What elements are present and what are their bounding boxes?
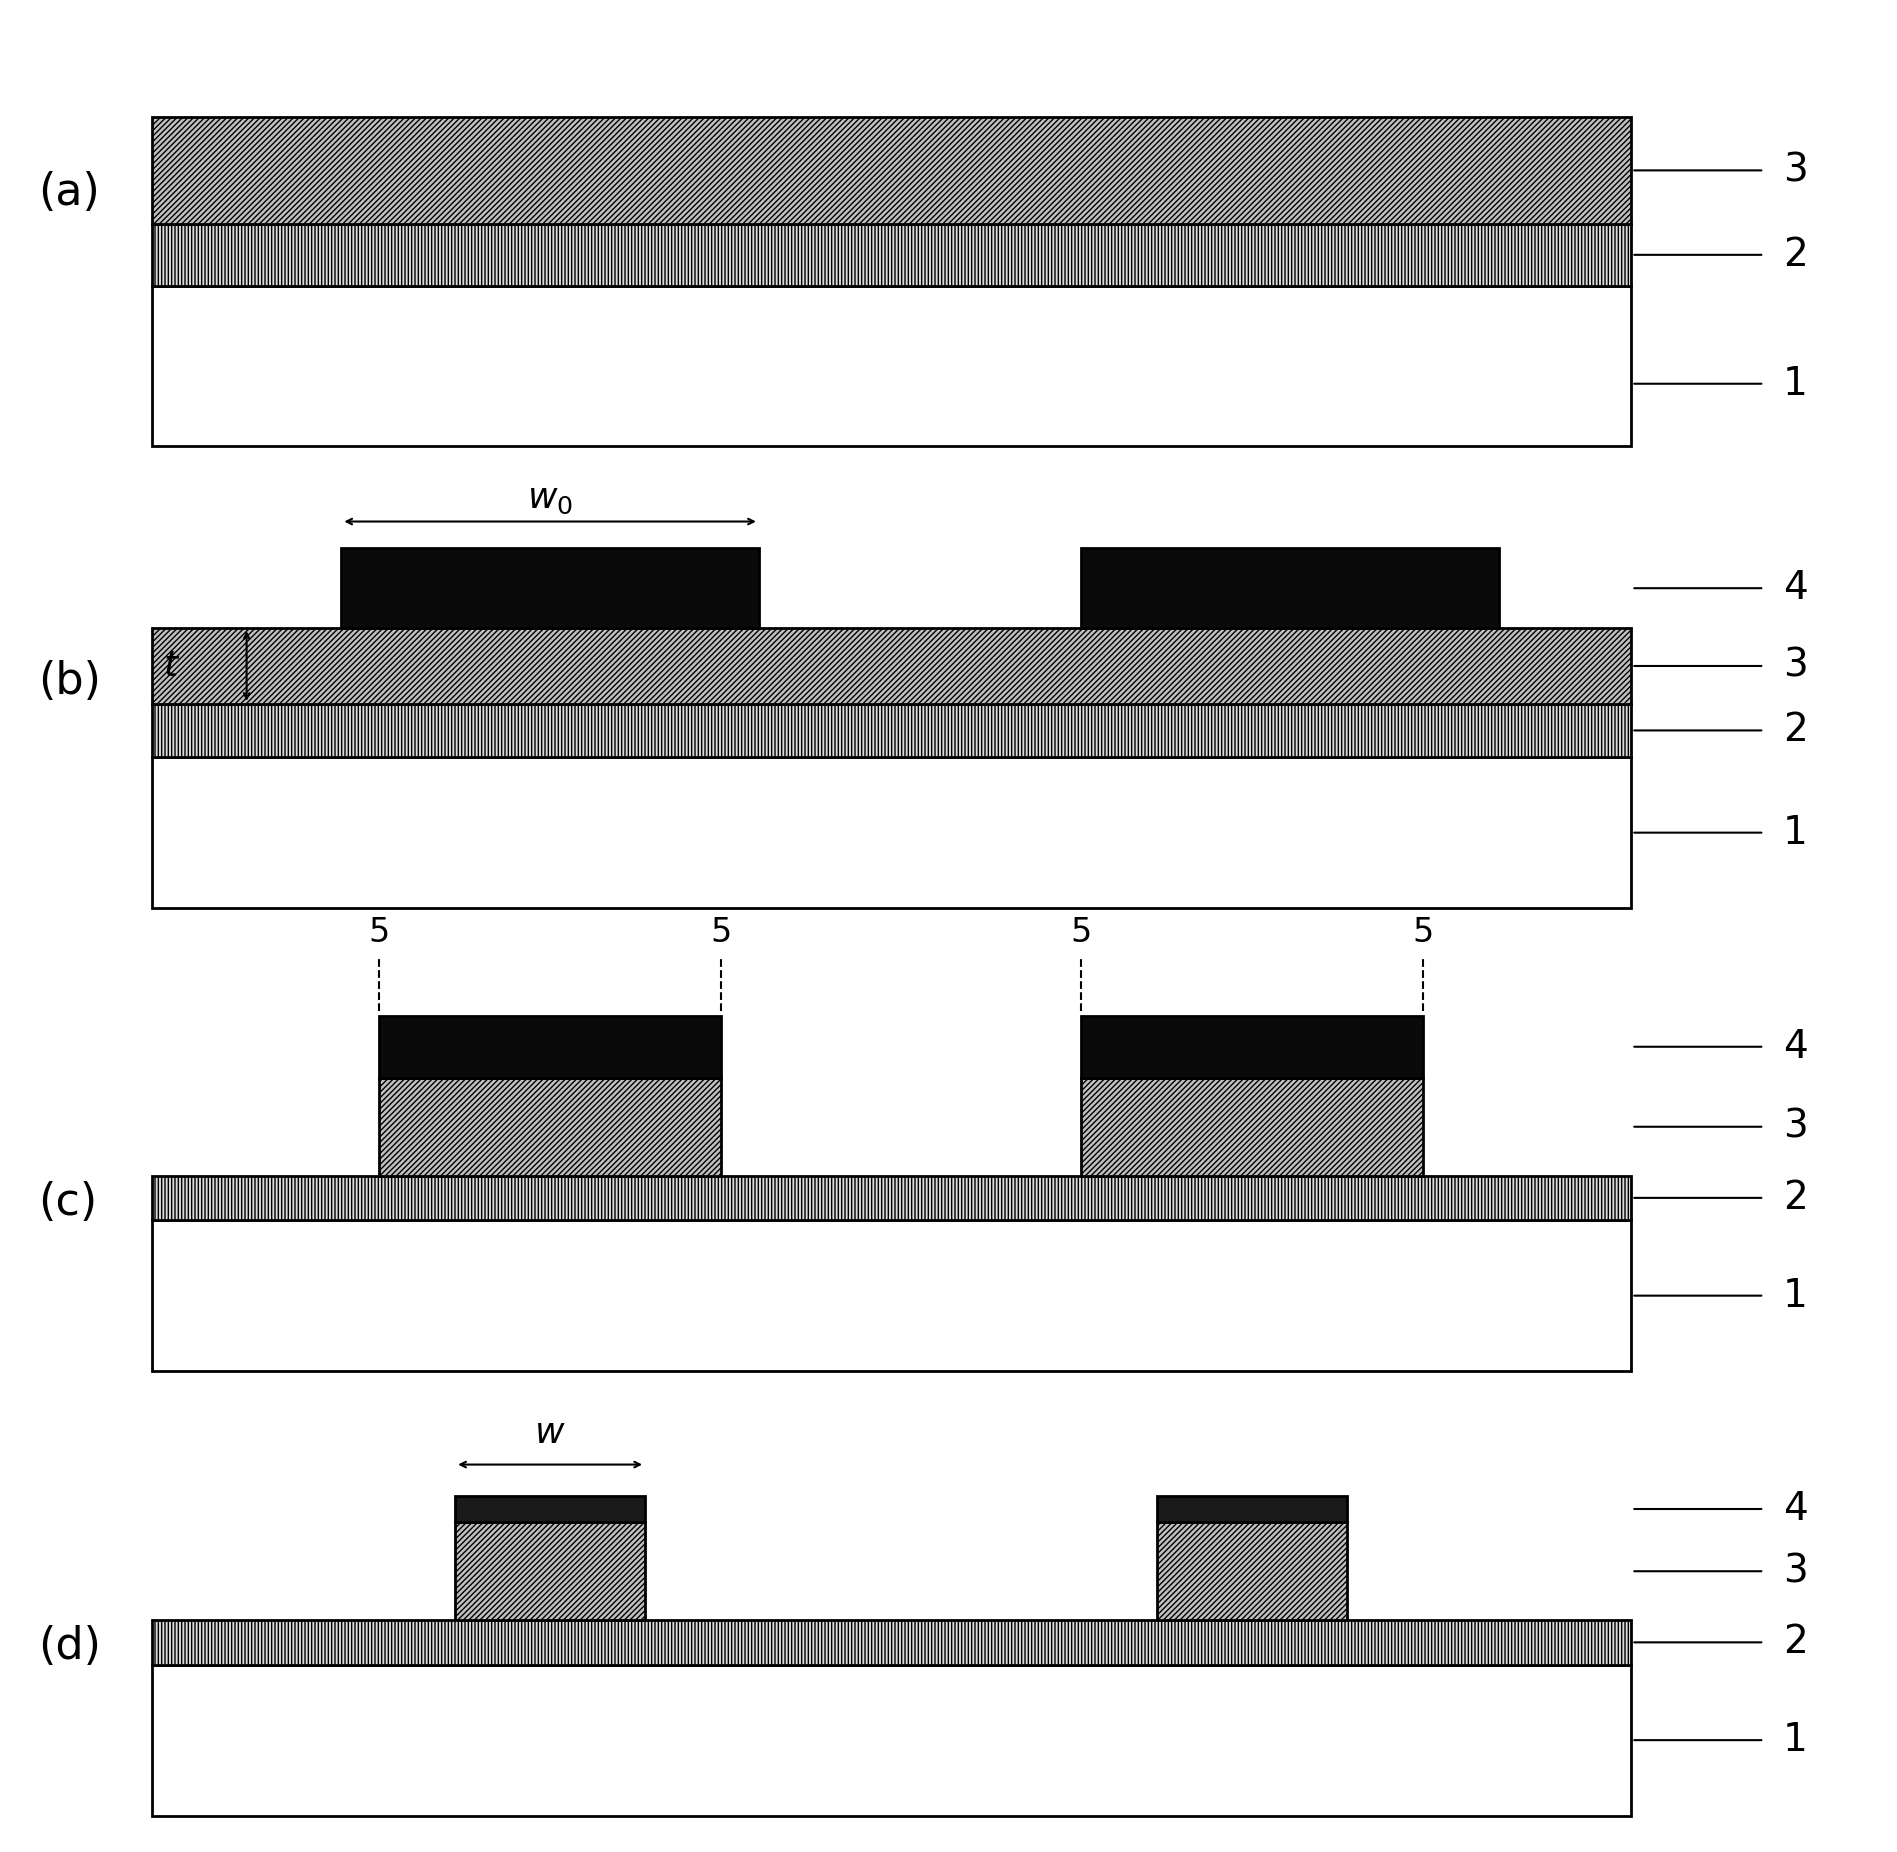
- Text: (d): (d): [38, 1626, 101, 1669]
- Text: 5: 5: [1070, 917, 1093, 948]
- Text: 3: 3: [1783, 646, 1808, 685]
- Bar: [152, 117, 1631, 224]
- Bar: [1157, 1522, 1347, 1620]
- Bar: [455, 1496, 645, 1522]
- Text: 4: 4: [1783, 1028, 1808, 1065]
- Text: 1: 1: [1783, 1721, 1808, 1759]
- Bar: [152, 1620, 1631, 1665]
- Bar: [379, 1078, 721, 1176]
- Text: 5: 5: [368, 917, 391, 948]
- Text: t: t: [163, 648, 178, 683]
- Bar: [341, 548, 759, 628]
- Text: 3: 3: [1783, 152, 1808, 189]
- Text: (b): (b): [38, 659, 101, 704]
- Text: 2: 2: [1783, 1624, 1808, 1661]
- Text: 5: 5: [1411, 917, 1434, 948]
- Bar: [152, 704, 1631, 757]
- Bar: [1081, 1078, 1423, 1176]
- Bar: [152, 224, 1631, 285]
- Bar: [152, 285, 1631, 446]
- Bar: [152, 1220, 1631, 1370]
- Text: 5: 5: [709, 917, 732, 948]
- Text: 4: 4: [1783, 569, 1808, 607]
- Text: (a): (a): [38, 170, 101, 215]
- Text: 1: 1: [1783, 1276, 1808, 1315]
- Text: 1: 1: [1783, 813, 1808, 852]
- Bar: [379, 1015, 721, 1078]
- Text: 2: 2: [1783, 235, 1808, 274]
- Bar: [152, 757, 1631, 907]
- Text: 4: 4: [1783, 1491, 1808, 1528]
- Text: 2: 2: [1783, 711, 1808, 750]
- Text: 3: 3: [1783, 1107, 1808, 1146]
- Text: w: w: [535, 1417, 565, 1450]
- Bar: [152, 628, 1631, 704]
- Bar: [1081, 548, 1499, 628]
- Text: $w_0$: $w_0$: [527, 482, 573, 517]
- Text: 2: 2: [1783, 1180, 1808, 1217]
- Text: 1: 1: [1783, 365, 1808, 402]
- Bar: [455, 1522, 645, 1620]
- Bar: [1157, 1496, 1347, 1522]
- Bar: [1081, 1015, 1423, 1078]
- Bar: [152, 1176, 1631, 1220]
- Bar: [152, 1665, 1631, 1815]
- Text: (c): (c): [38, 1182, 97, 1224]
- Text: 3: 3: [1783, 1552, 1808, 1591]
